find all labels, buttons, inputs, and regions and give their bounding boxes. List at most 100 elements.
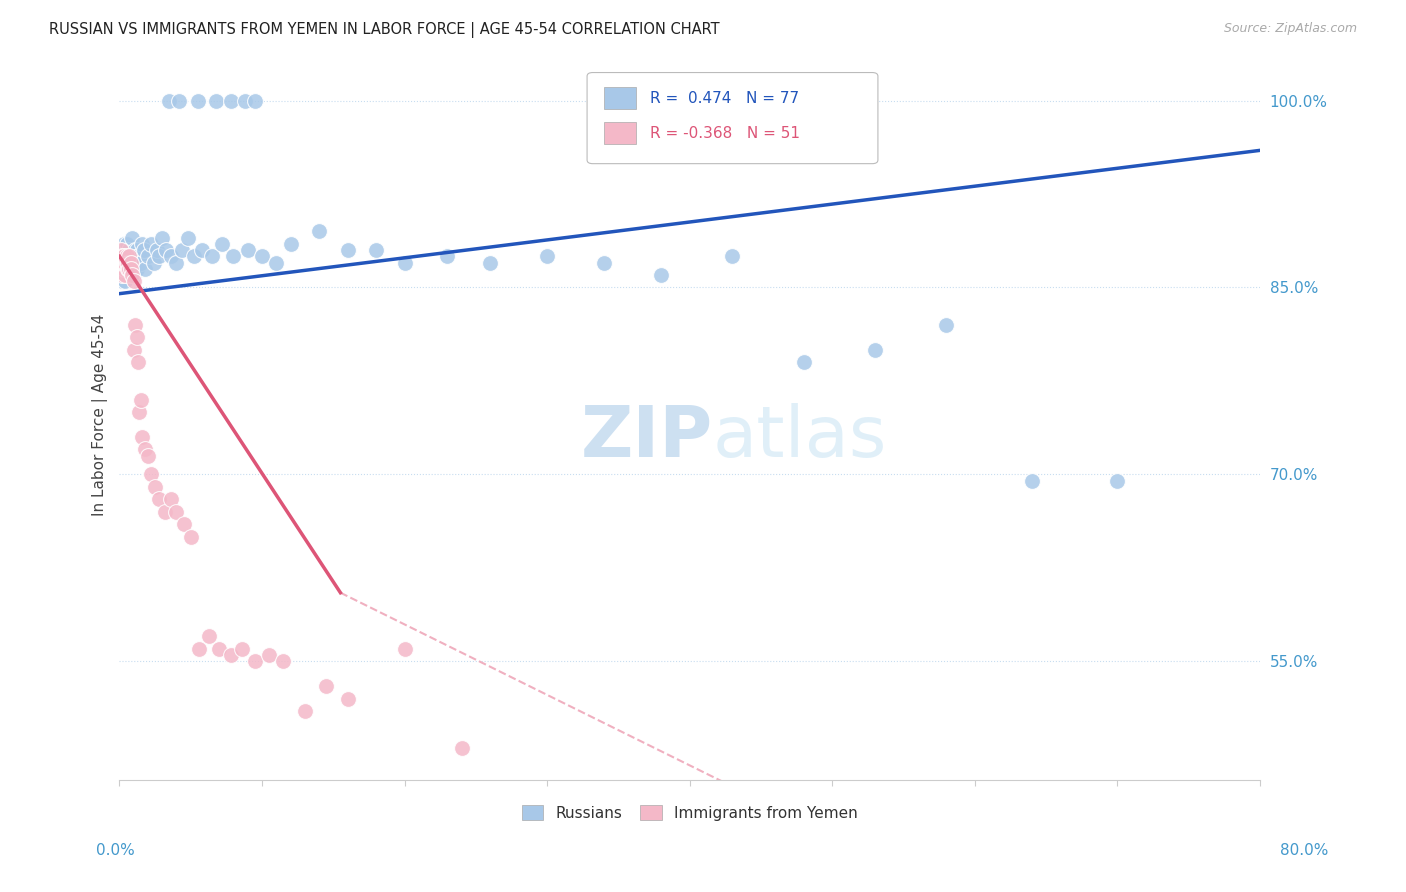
- Point: [198, 629, 221, 643]
- Point: [124, 318, 146, 332]
- Point: [136, 249, 159, 263]
- Legend: Russians, Immigrants from Yemen: Russians, Immigrants from Yemen: [516, 798, 863, 827]
- Point: [145, 243, 167, 257]
- Point: [120, 261, 142, 276]
- Point: [121, 249, 143, 263]
- Point: [121, 268, 143, 282]
- Point: [172, 243, 194, 257]
- Point: [127, 249, 149, 263]
- Point: [124, 243, 146, 257]
- Point: [114, 255, 136, 269]
- Point: [114, 274, 136, 288]
- Point: [177, 230, 200, 244]
- Point: [1107, 474, 1129, 488]
- Point: [115, 249, 138, 263]
- Point: [112, 261, 135, 276]
- Bar: [605, 122, 636, 144]
- Point: [114, 268, 136, 282]
- Point: [111, 268, 134, 282]
- Point: [110, 249, 132, 263]
- Point: [110, 261, 132, 276]
- Point: [110, 261, 132, 276]
- Point: [136, 449, 159, 463]
- Point: [129, 255, 152, 269]
- Point: [117, 255, 139, 269]
- Point: [236, 243, 259, 257]
- Point: [111, 255, 134, 269]
- Point: [127, 355, 149, 369]
- Text: R = -0.368   N = 51: R = -0.368 N = 51: [650, 126, 800, 141]
- Point: [122, 268, 145, 282]
- Text: R =  0.474   N = 77: R = 0.474 N = 77: [650, 91, 799, 105]
- Point: [118, 261, 141, 276]
- Point: [173, 517, 195, 532]
- Point: [153, 505, 176, 519]
- Point: [211, 236, 233, 251]
- Point: [250, 249, 273, 263]
- Point: [122, 274, 145, 288]
- Text: 80.0%: 80.0%: [1281, 843, 1329, 858]
- Point: [111, 249, 134, 263]
- Point: [111, 243, 134, 257]
- Point: [593, 255, 616, 269]
- Point: [117, 268, 139, 282]
- Point: [110, 243, 132, 257]
- Point: [148, 249, 170, 263]
- Point: [650, 268, 672, 282]
- Point: [111, 255, 134, 269]
- Point: [222, 249, 245, 263]
- Point: [112, 249, 135, 263]
- Point: [219, 94, 242, 108]
- Point: [191, 243, 214, 257]
- Point: [131, 430, 153, 444]
- Point: [115, 268, 138, 282]
- Point: [208, 641, 231, 656]
- Point: [231, 641, 253, 656]
- Point: [122, 343, 145, 357]
- Point: [315, 679, 337, 693]
- Point: [128, 405, 150, 419]
- Text: ZIP: ZIP: [581, 402, 713, 472]
- Point: [124, 255, 146, 269]
- Point: [219, 648, 242, 662]
- Point: [364, 243, 387, 257]
- Point: [117, 249, 139, 263]
- Point: [118, 249, 141, 263]
- Point: [264, 255, 287, 269]
- Point: [112, 249, 135, 263]
- Point: [148, 492, 170, 507]
- Point: [118, 261, 141, 276]
- Point: [121, 230, 143, 244]
- Point: [308, 224, 330, 238]
- Point: [479, 255, 502, 269]
- Point: [117, 261, 139, 276]
- Point: [243, 94, 266, 108]
- Point: [201, 249, 224, 263]
- Point: [157, 94, 180, 108]
- Point: [188, 641, 211, 656]
- Point: [143, 480, 166, 494]
- Point: [139, 236, 162, 251]
- Point: [166, 255, 188, 269]
- Point: [280, 236, 302, 251]
- Point: [394, 255, 416, 269]
- Point: [110, 255, 132, 269]
- Point: [793, 355, 815, 369]
- Point: [111, 274, 134, 288]
- Point: [233, 94, 256, 108]
- Point: [118, 249, 141, 263]
- Point: [187, 94, 209, 108]
- Point: [125, 243, 148, 257]
- Y-axis label: In Labor Force | Age 45-54: In Labor Force | Age 45-54: [93, 314, 108, 516]
- Point: [159, 492, 181, 507]
- Point: [120, 268, 142, 282]
- Point: [134, 261, 156, 276]
- Text: Source: ZipAtlas.com: Source: ZipAtlas.com: [1223, 22, 1357, 36]
- Point: [122, 249, 145, 263]
- Point: [155, 243, 177, 257]
- Point: [134, 442, 156, 457]
- Point: [336, 243, 359, 257]
- Point: [142, 255, 165, 269]
- Point: [1021, 474, 1043, 488]
- Point: [169, 94, 191, 108]
